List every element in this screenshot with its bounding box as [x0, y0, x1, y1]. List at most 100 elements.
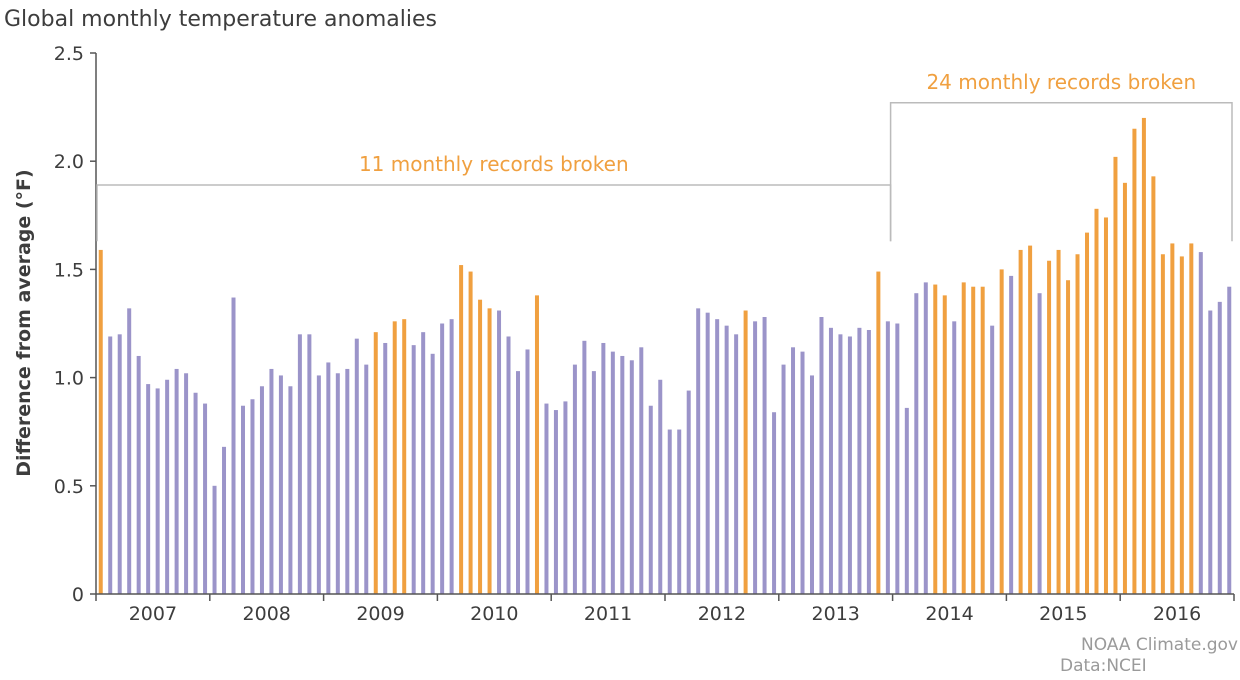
x-ticks-group: 2007 2008 2009 2010 2011 2012 2013 2014 2015 2016 [95, 594, 1235, 625]
y-ticks-group: 0 0.5 1.0 1.5 2.0 2.5 [54, 43, 96, 606]
bar-2014-8 [961, 282, 966, 594]
bar-2011-12 [658, 379, 663, 594]
bar-2015-2 [1018, 249, 1023, 595]
x-tick-label-2012: 2012 [698, 603, 746, 625]
x-tick-label-2010: 2010 [470, 603, 518, 625]
bar-2010-10 [525, 349, 530, 594]
bar-2012-7 [724, 325, 729, 594]
bar-2015-6 [1056, 249, 1061, 595]
credit-data: Data:NCEI [1060, 656, 1147, 676]
bar-2015-8 [1075, 254, 1080, 594]
bar-2010-7 [497, 310, 502, 594]
bar-2010-5 [478, 299, 483, 594]
bar-2015-1 [1009, 275, 1014, 594]
bar-2012-3 [686, 390, 691, 594]
bar-2009-4 [354, 338, 359, 594]
bar-2011-6 [601, 342, 606, 594]
bar-2009-11 [421, 332, 426, 594]
bar-2013-8 [847, 336, 852, 594]
bar-2012-9 [743, 310, 748, 594]
bar-2011-4 [582, 340, 587, 594]
bar-2013-6 [828, 327, 833, 594]
annotation-label-1: 11 monthly records broken [359, 152, 629, 176]
x-tick-label-2013: 2013 [812, 603, 860, 625]
bar-2007-1 [98, 249, 103, 595]
bar-2009-7 [383, 342, 388, 594]
bar-2013-10 [866, 329, 871, 594]
y-tick-label: 0 [72, 584, 84, 606]
bar-2011-11 [648, 405, 653, 594]
y-tick-label: 0.5 [54, 476, 84, 498]
bar-2007-8 [165, 379, 170, 594]
bar-2009-3 [345, 368, 350, 594]
bar-2012-6 [715, 319, 720, 594]
bar-2014-2 [904, 407, 909, 594]
bar-2011-5 [591, 371, 596, 594]
bar-2010-1 [440, 323, 445, 594]
bar-2014-1 [895, 323, 900, 594]
bar-2008-12 [316, 375, 321, 594]
bar-2011-2 [563, 401, 568, 594]
bar-2010-6 [487, 308, 492, 594]
credit-source: NOAA Climate.gov [1081, 635, 1238, 655]
bar-2013-9 [857, 327, 862, 594]
bar-2011-8 [620, 355, 625, 594]
bar-2008-9 [288, 386, 293, 594]
bar-2014-5 [933, 284, 938, 594]
bar-2007-3 [117, 334, 122, 594]
bar-2011-3 [572, 364, 577, 594]
bar-2015-9 [1085, 232, 1090, 595]
x-tick-label-2014: 2014 [925, 603, 973, 625]
bar-2009-8 [392, 321, 397, 594]
bar-2010-4 [468, 271, 473, 594]
bar-2015-12 [1113, 156, 1118, 594]
bar-2015-5 [1047, 260, 1052, 594]
bar-2010-3 [459, 265, 464, 594]
bar-2008-8 [278, 375, 283, 594]
bar-2014-3 [914, 293, 919, 594]
bar-2016-5 [1160, 254, 1165, 594]
bar-2010-8 [506, 336, 511, 594]
bar-2007-10 [184, 373, 189, 594]
bar-2014-10 [980, 286, 985, 594]
bar-2015-4 [1037, 293, 1042, 594]
bar-2007-5 [136, 355, 141, 594]
bar-2008-7 [269, 368, 274, 594]
bar-2007-4 [127, 308, 132, 594]
bar-2008-3 [231, 297, 236, 594]
chart-title: Global monthly temperature anomalies [4, 7, 437, 32]
bar-2007-9 [174, 368, 179, 594]
y-tick-label: 2.0 [54, 151, 84, 173]
bar-2012-4 [696, 308, 701, 594]
bar-2013-5 [819, 317, 824, 594]
bar-2016-10 [1208, 310, 1213, 594]
bar-2007-11 [193, 392, 198, 594]
x-tick-label-2016: 2016 [1153, 603, 1201, 625]
bar-2013-3 [800, 351, 805, 594]
bar-2012-1 [667, 429, 672, 594]
x-tick-label-2011: 2011 [584, 603, 632, 625]
bar-2012-10 [753, 321, 758, 594]
x-tick-label-2009: 2009 [356, 603, 404, 625]
bar-2012-2 [677, 429, 682, 594]
bar-2013-12 [885, 321, 890, 594]
bar-2016-1 [1122, 182, 1127, 594]
bars-group [98, 117, 1232, 595]
bar-2007-7 [155, 388, 160, 594]
bar-2014-9 [971, 286, 976, 594]
bar-2008-11 [307, 334, 312, 594]
bar-2007-2 [108, 336, 113, 594]
bar-2016-9 [1198, 252, 1203, 594]
bar-2010-11 [534, 295, 539, 594]
bar-2010-2 [449, 319, 454, 594]
bar-2009-1 [326, 362, 331, 594]
bar-2016-6 [1170, 243, 1175, 594]
bar-2012-5 [705, 312, 710, 594]
bar-2015-3 [1028, 245, 1033, 594]
bar-2012-8 [734, 334, 739, 594]
bar-2011-9 [629, 360, 634, 594]
y-axis-label: Difference from average (°F) [13, 169, 35, 476]
bar-2008-10 [297, 334, 302, 594]
annotation-bracket-1 [96, 184, 892, 242]
